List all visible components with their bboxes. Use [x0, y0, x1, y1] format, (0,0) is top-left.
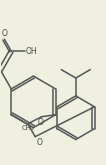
Text: O: O — [36, 138, 42, 147]
Text: O: O — [1, 29, 7, 38]
Text: CH₃: CH₃ — [22, 125, 34, 131]
Text: O: O — [38, 118, 44, 127]
Text: OH: OH — [26, 47, 38, 56]
